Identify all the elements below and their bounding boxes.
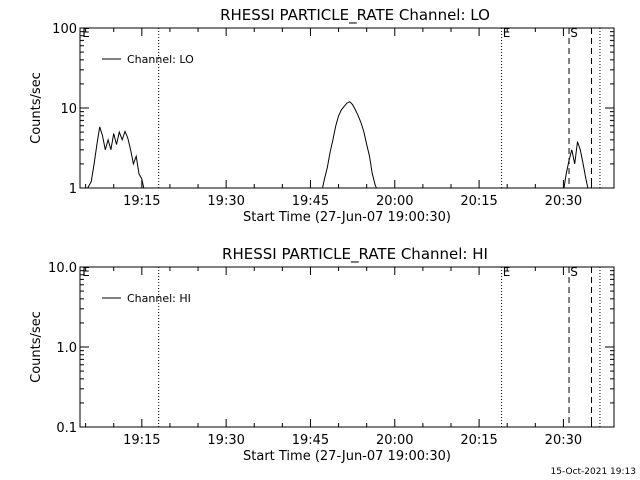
x-tick-label: 20:30 <box>545 433 582 448</box>
x-tick-label: 19:30 <box>207 194 244 209</box>
y-axis-label: Counts/sec <box>29 311 44 383</box>
series-line <box>321 101 377 188</box>
event-marker-label: E <box>503 26 511 40</box>
x-tick-label: 20:30 <box>545 194 582 209</box>
event-marker-label: S <box>570 26 578 40</box>
y-tick-label: 10 <box>60 102 77 117</box>
event-marker-label: E <box>503 265 511 279</box>
x-tick-label: 19:45 <box>292 433 329 448</box>
x-tick-label: 20:00 <box>376 433 413 448</box>
y-tick-label: 0.1 <box>56 421 77 436</box>
plot-frame <box>79 27 615 189</box>
chart-panel-lo: RHESSI PARTICLE_RATE Channel: LO 1 10 100 Co… <box>29 6 615 225</box>
event-marker-label: S <box>570 265 578 279</box>
chart-title: RHESSI PARTICLE_RATE Channel: LO <box>220 6 490 25</box>
x-tick-label: 20:15 <box>460 433 497 448</box>
x-tick-label: 20:15 <box>460 194 497 209</box>
series-line <box>87 126 145 188</box>
footer-timestamp: 15-Oct-2021 19:13 <box>551 467 636 477</box>
event-marker-label: E <box>82 26 90 40</box>
y-tick-label: 1 <box>69 182 77 197</box>
series-line <box>563 141 589 188</box>
chart-title: RHESSI PARTICLE_RATE Channel: HI <box>222 245 488 264</box>
y-axis-label: Counts/sec <box>29 72 44 144</box>
x-tick-label: 19:15 <box>123 194 160 209</box>
x-tick-label: 19:45 <box>292 194 329 209</box>
x-tick-label: 20:00 <box>376 194 413 209</box>
x-axis-label: Start Time (27-Jun-07 19:00:30) <box>243 449 451 464</box>
x-axis-label: Start Time (27-Jun-07 19:00:30) <box>243 210 451 225</box>
legend-label: Channel: LO <box>127 53 194 66</box>
x-tick-label: 19:30 <box>207 433 244 448</box>
x-tick-label: 19:15 <box>123 433 160 448</box>
y-tick-label: 100 <box>52 22 77 37</box>
event-marker-label: E <box>82 265 90 279</box>
y-tick-label: 10.0 <box>48 261 77 276</box>
chart-panel-hi: RHESSI PARTICLE_RATE Channel: HI 0.1 1.0 10… <box>29 245 615 464</box>
y-tick-label: 1.0 <box>56 341 77 356</box>
legend-label: Channel: HI <box>127 292 191 305</box>
plot-frame <box>79 266 615 428</box>
